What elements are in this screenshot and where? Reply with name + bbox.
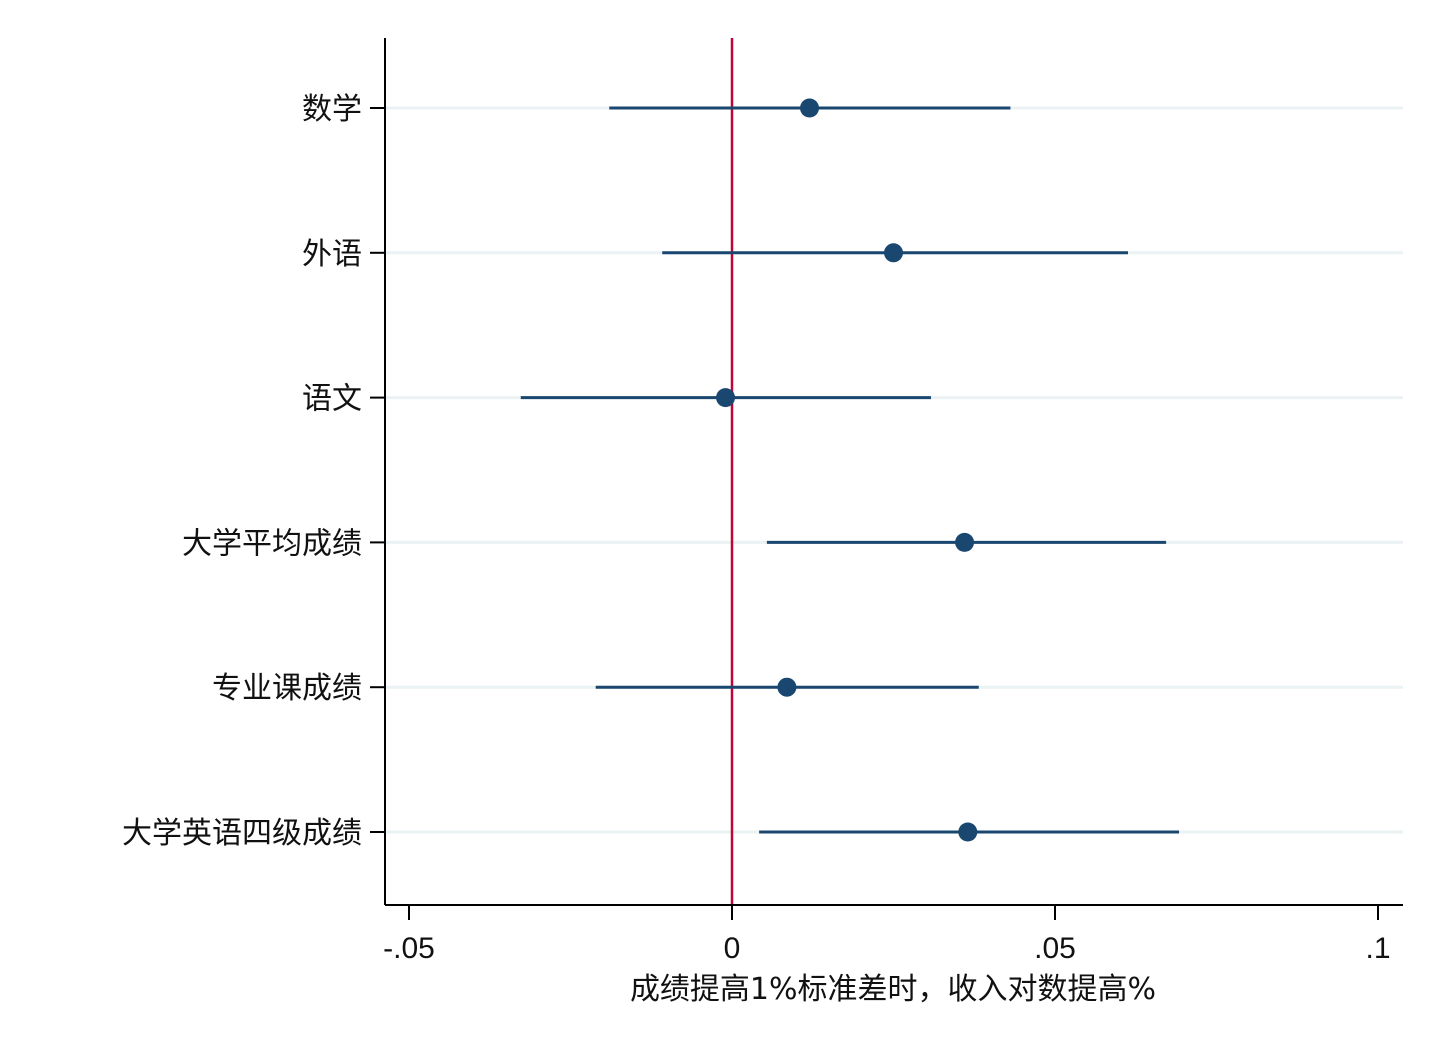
point-marker: [716, 388, 736, 408]
category-label: 大学平均成绩: [182, 526, 362, 561]
x-tick-label: -.05: [383, 932, 435, 965]
point-marker: [955, 532, 975, 552]
axes: [370, 38, 1403, 920]
x-axis-title: 成绩提高1%标准差时，收入对数提高%: [630, 972, 1156, 1007]
point-marker: [800, 98, 820, 118]
point-estimates: [716, 98, 978, 842]
point-marker: [884, 243, 903, 263]
category-label: 语文: [302, 382, 362, 417]
x-tick-label: 0: [724, 932, 741, 965]
point-marker: [958, 822, 978, 842]
category-label: 大学英语四级成绩: [122, 816, 362, 851]
confidence-intervals: [520, 106, 1180, 834]
x-tick-label: .1: [1365, 932, 1390, 965]
category-label: 专业课成绩: [212, 671, 362, 706]
category-label: 数学: [302, 92, 362, 127]
point-marker: [777, 677, 797, 697]
x-tick-label: .05: [1034, 932, 1076, 965]
gridlines: [385, 106, 1403, 834]
category-label: 外语: [302, 237, 362, 272]
